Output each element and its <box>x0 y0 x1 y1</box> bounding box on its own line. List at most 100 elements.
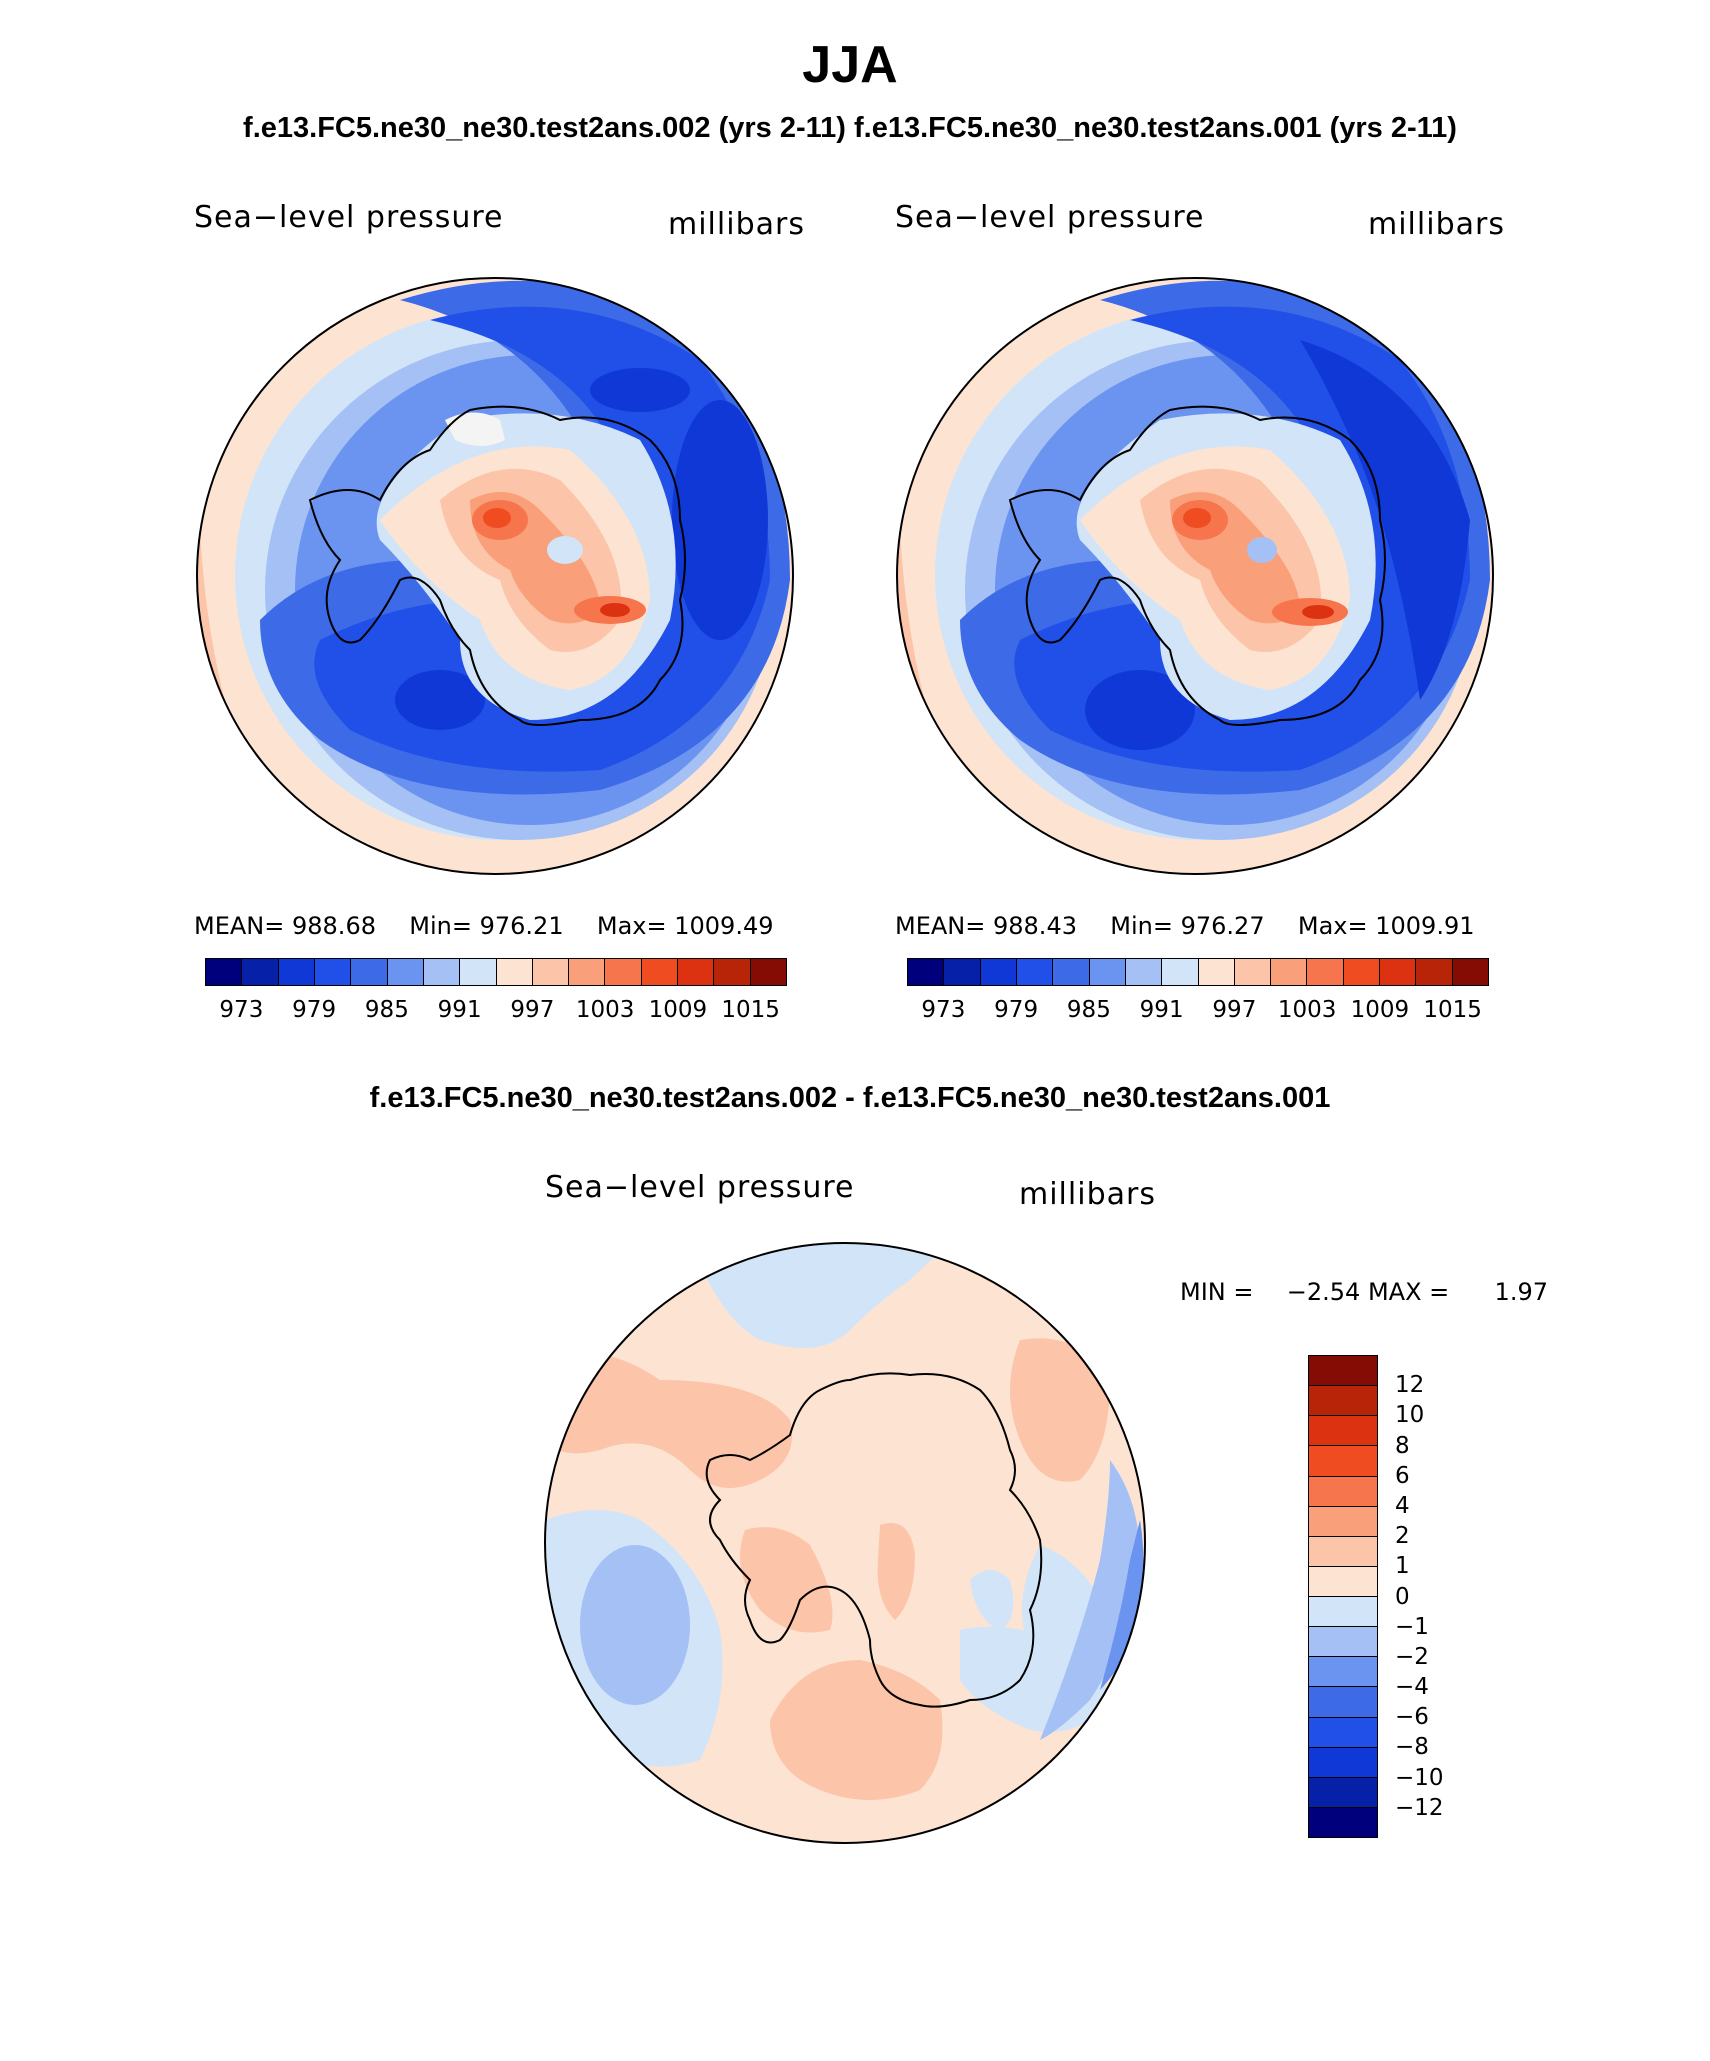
colorbar-swatch <box>351 959 388 985</box>
diff-max-value: 1.97 <box>1494 1278 1548 1306</box>
colorbar-swatch <box>496 959 533 985</box>
panel2-max-value: 1009.91 <box>1375 912 1475 940</box>
colorbar-tick-label: 1003 <box>575 997 635 1023</box>
colorbar-swatch <box>908 959 945 985</box>
diff-stats: MIN = −2.54 MAX = 1.97 <box>1180 1278 1548 1306</box>
colorbar-tick-label: −10 <box>1395 1764 1444 1791</box>
colorbar-tick-label: 12 <box>1395 1372 1425 1399</box>
colorbar-tick-label: 979 <box>994 997 1039 1023</box>
panel2-max-label: Max= <box>1297 912 1368 940</box>
panel2-stats: MEAN= 988.43 Min= 976.27 Max= 1009.91 <box>895 912 1475 940</box>
panel1-max-value: 1009.49 <box>674 912 774 940</box>
colorbar-tick-label: 991 <box>1139 997 1184 1023</box>
panel1-min-value: 976.21 <box>479 912 564 940</box>
colorbar-swatch <box>1309 1657 1377 1688</box>
colorbar-swatch <box>242 959 279 985</box>
colorbar-swatch <box>1309 1536 1377 1567</box>
panel2-colorbar <box>907 958 1489 986</box>
colorbar-swatch <box>1309 1807 1377 1837</box>
colorbar-swatch <box>1309 1627 1377 1658</box>
colorbar-tick-label: 1009 <box>648 997 708 1023</box>
colorbar-tick-label: 973 <box>921 997 966 1023</box>
panel2-mean-value: 988.43 <box>993 912 1077 940</box>
colorbar-swatch <box>605 959 642 985</box>
colorbar-swatch <box>1309 1777 1377 1808</box>
colorbar-swatch <box>641 959 679 985</box>
colorbar-swatch <box>1309 1476 1377 1507</box>
colorbar-swatch <box>1452 959 1488 985</box>
colorbar-swatch <box>1309 1597 1377 1628</box>
colorbar-swatch <box>569 959 606 985</box>
panel1-min-label: Min= <box>409 912 472 940</box>
figure-subtitle: f.e13.FC5.ne30_ne30.test2ans.002 (yrs 2-… <box>243 112 1457 144</box>
colorbar-swatch <box>423 959 461 985</box>
colorbar-swatch <box>1343 959 1381 985</box>
colorbar-swatch <box>1309 1356 1377 1387</box>
diff-max-label: MAX = <box>1367 1278 1450 1306</box>
diff-title: f.e13.FC5.ne30_ne30.test2ans.002 - f.e13… <box>369 1082 1331 1114</box>
diff-pressure-field <box>545 1243 1145 1843</box>
colorbar-tick-label: 985 <box>364 997 409 1023</box>
panel1-mean-label: MEAN= <box>194 912 285 940</box>
colorbar-tick-label: 1003 <box>1277 997 1337 1023</box>
panel2-min-value: 976.27 <box>1180 912 1265 940</box>
colorbar-swatch <box>1309 1687 1377 1718</box>
colorbar-tick-label: 997 <box>510 997 555 1023</box>
colorbar-swatch <box>387 959 424 985</box>
colorbar-swatch <box>750 959 786 985</box>
colorbar-swatch <box>1271 959 1308 985</box>
panel2-variable-label: Sea−level pressure <box>895 200 1205 235</box>
colorbar-swatch <box>314 959 352 985</box>
colorbar-tick-label: 1 <box>1395 1553 1410 1580</box>
colorbar-tick-label: 1009 <box>1350 997 1410 1023</box>
colorbar-tick-label: −2 <box>1395 1643 1429 1670</box>
colorbar-swatch <box>1309 1747 1377 1778</box>
colorbar-tick-label: 991 <box>437 997 482 1023</box>
colorbar-tick-label: 8 <box>1395 1432 1410 1459</box>
colorbar-swatch <box>1162 959 1199 985</box>
colorbar-swatch <box>1198 959 1235 985</box>
diff-colorbar-ticks: 12 10 8 6 4 2 1 0 −1 −2 −4 −6 −8 −10 −12 <box>1395 1355 1475 1838</box>
colorbar-tick-label: −8 <box>1395 1734 1429 1761</box>
colorbar-tick-label: 4 <box>1395 1492 1410 1519</box>
colorbar-swatch <box>1309 1506 1377 1537</box>
colorbar-tick-label: 1015 <box>721 997 780 1023</box>
diff-min-value: −2.54 <box>1286 1278 1361 1306</box>
panel1-stats: MEAN= 988.68 Min= 976.21 Max= 1009.49 <box>194 912 774 940</box>
colorbar-tick-label: 0 <box>1395 1583 1410 1610</box>
panel1-variable-label: Sea−level pressure <box>194 200 504 235</box>
colorbar-tick-label: 6 <box>1395 1462 1410 1489</box>
panel1-mean-value: 988.68 <box>292 912 376 940</box>
colorbar-tick-label: 10 <box>1395 1402 1425 1429</box>
colorbar-tick-label: 1015 <box>1423 997 1482 1023</box>
diff-min-label: MIN = <box>1180 1278 1254 1306</box>
colorbar-swatch <box>1309 1416 1377 1447</box>
colorbar-swatch <box>1125 959 1163 985</box>
colorbar-tick-label: 979 <box>292 997 337 1023</box>
colorbar-swatch <box>1380 959 1417 985</box>
colorbar-tick-label: 2 <box>1395 1523 1410 1550</box>
colorbar-swatch <box>278 959 315 985</box>
colorbar-tick-label: −6 <box>1395 1704 1429 1731</box>
panel2-colorbar-ticks: 973 979 985 991 997 1003 1009 1015 <box>907 997 1489 1027</box>
colorbar-swatch <box>206 959 243 985</box>
colorbar-swatch <box>1309 1566 1377 1597</box>
colorbar-swatch <box>1307 959 1344 985</box>
panel2-min-label: Min= <box>1110 912 1173 940</box>
colorbar-swatch <box>1309 1386 1377 1417</box>
colorbar-swatch <box>714 959 751 985</box>
colorbar-swatch <box>1234 959 1272 985</box>
panel2-units-label: millibars <box>1368 207 1505 242</box>
colorbar-swatch <box>1016 959 1054 985</box>
panel1-colorbar <box>205 958 787 986</box>
diff-variable-label: Sea−level pressure <box>545 1170 855 1205</box>
colorbar-swatch <box>678 959 715 985</box>
colorbar-tick-label: 997 <box>1212 997 1257 1023</box>
panel1-pressure-field <box>197 278 793 874</box>
colorbar-tick-label: −4 <box>1395 1674 1429 1701</box>
colorbar-swatch <box>1089 959 1126 985</box>
panel1-units-label: millibars <box>668 207 805 242</box>
panel1-max-label: Max= <box>596 912 667 940</box>
